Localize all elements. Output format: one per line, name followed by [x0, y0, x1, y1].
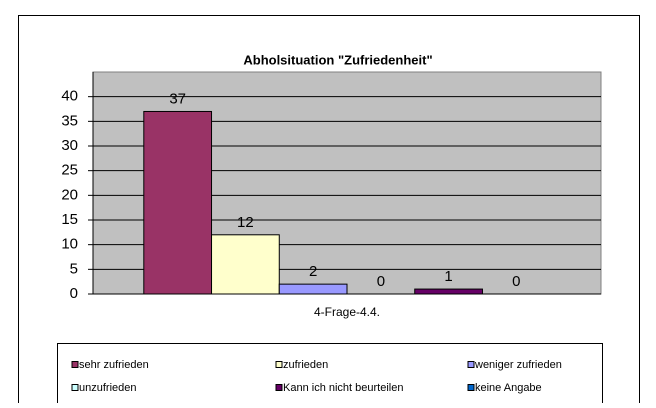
data-label: 37 — [169, 90, 186, 107]
legend-label: sehr zufrieden — [79, 359, 149, 371]
y-tick-label: 30 — [61, 137, 78, 154]
data-label: 0 — [377, 273, 385, 290]
bar — [278, 283, 348, 295]
y-tick-label: 25 — [61, 162, 78, 179]
legend-swatch — [467, 361, 475, 368]
x-tick-label: 4-Frage-4.4. — [314, 305, 380, 319]
y-tick-label: 20 — [61, 186, 78, 203]
legend-label: unzufrieden — [79, 382, 137, 394]
legend-label: weniger zufrieden — [474, 359, 562, 371]
data-label: 2 — [309, 263, 317, 280]
legend-box — [57, 343, 603, 408]
data-label: 1 — [444, 268, 452, 285]
y-tick-label: 10 — [61, 236, 78, 253]
y-tick-label: 40 — [61, 88, 78, 105]
legend-label: zufrieden — [283, 359, 328, 371]
y-tick-label: 0 — [70, 285, 78, 302]
y-tick-label: 35 — [61, 112, 78, 129]
chart-title: Abholsituation "Zufriedenheit" — [243, 52, 432, 67]
data-label: 0 — [512, 273, 520, 290]
legend-swatch — [275, 384, 283, 391]
data-label: 12 — [237, 214, 254, 231]
legend-swatch — [71, 361, 79, 368]
legend-label: keine Angabe — [475, 382, 542, 394]
y-tick-label: 15 — [61, 211, 78, 228]
legend-swatch — [71, 384, 79, 391]
legend-label: Kann ich nicht beurteilen — [283, 382, 403, 394]
bar — [414, 288, 483, 295]
bar — [143, 110, 213, 295]
y-tick-label: 5 — [70, 260, 78, 277]
legend-swatch — [467, 384, 475, 391]
bar — [211, 234, 280, 295]
legend-swatch — [275, 361, 283, 368]
